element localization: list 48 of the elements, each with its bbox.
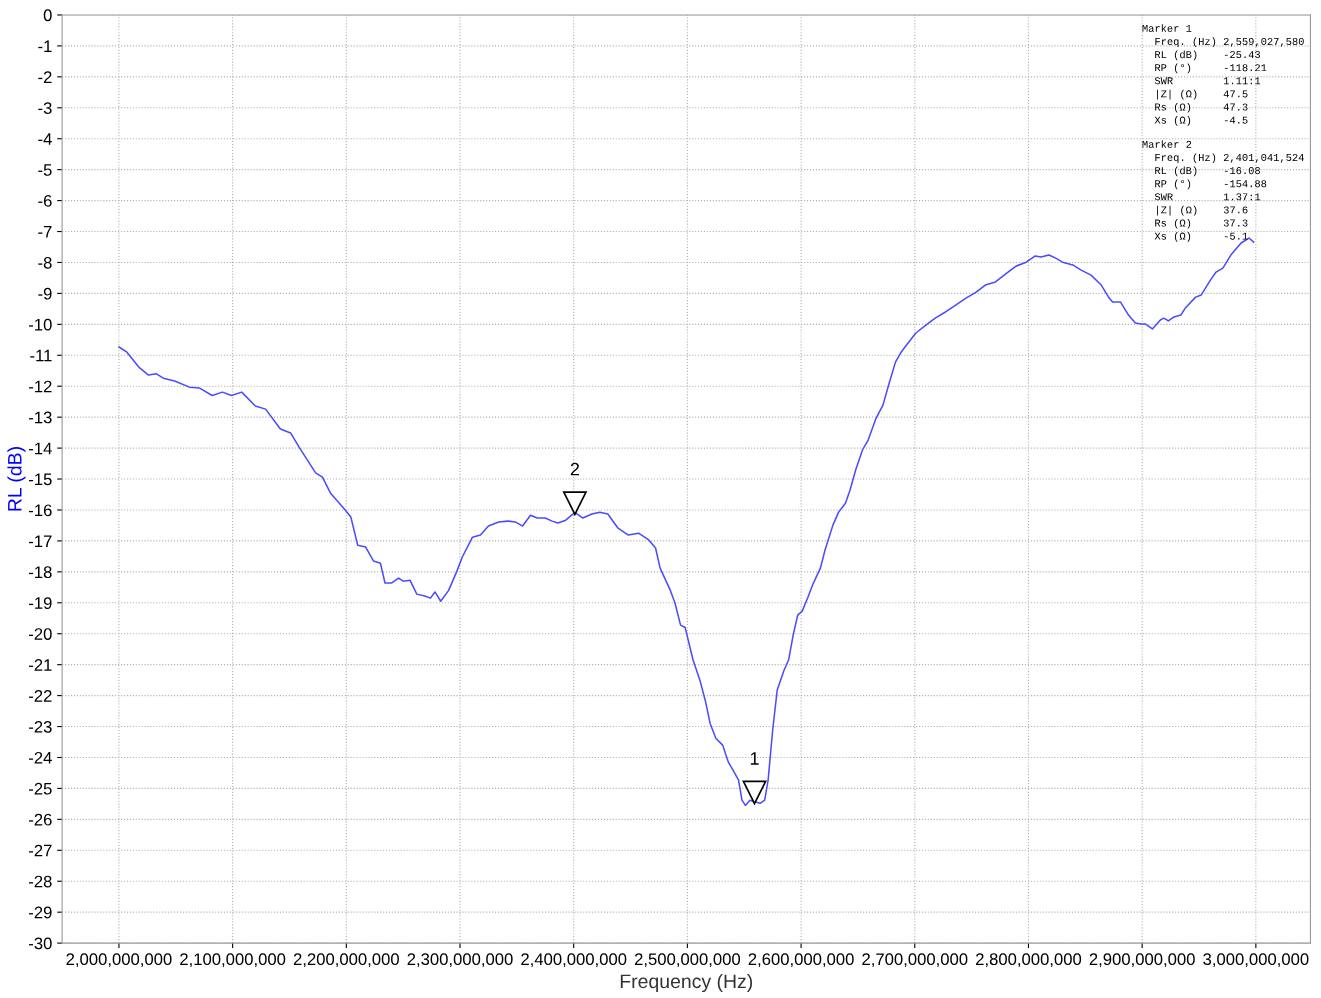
y-tick-label: -23 [29, 720, 52, 733]
y-tick-label: 0 [43, 9, 52, 22]
y-tick-label: -17 [29, 535, 52, 547]
y-tick-label: -11 [30, 349, 52, 362]
y-tick-label: -28 [29, 875, 52, 888]
y-tick-label: -8 [38, 256, 52, 269]
y-tick-label: -26 [29, 813, 52, 826]
y-tick-label: -13 [29, 411, 52, 424]
annotation: Marker 1 Freq. (Hz) 2,559,027,580 RL (dB) -25.43 RP (°) -118.21 SWR 1.11:1 |Z| (Ω) 47.5 Rs (Ω) 47.3 Xs (Ω) -4.5 [1142, 24, 1304, 126]
annotation: Marker 2 Freq. (Hz) 2,401,041,524 RL (dB) -16.08 RP (°) -154.88 SWR 1.37:1 |Z| (Ω) 37.6 Rs (Ω) 37.3 Xs (Ω) -5.1 [1142, 140, 1304, 242]
x-tick-label: 2,300,000,000 [407, 953, 513, 968]
x-tick-label: 2,900,000,000 [1089, 953, 1195, 968]
y-tick-label: -3 [38, 102, 52, 114]
annotation: 1 [750, 752, 759, 765]
y-tick-label: -4 [38, 133, 52, 145]
y-tick-label: -22 [29, 690, 52, 702]
y-tick-label: -16 [29, 504, 52, 517]
y-tick-label: -10 [29, 318, 52, 331]
x-tick-label: 2,500,000,000 [634, 953, 741, 968]
y-tick-label: -2 [38, 71, 52, 83]
y-tick-label: -12 [29, 380, 52, 393]
y-tick-label: -30 [29, 937, 52, 950]
y-axis-title: RL (dB) [7, 447, 26, 511]
y-tick-label: -14 [29, 442, 52, 455]
x-tick-label: 2,600,000,000 [748, 953, 854, 968]
y-tick-label: -19 [29, 597, 52, 609]
y-tick-label: -7 [38, 226, 52, 238]
y-tick-label: -1 [38, 40, 52, 52]
y-tick-label: -24 [29, 751, 52, 764]
annotation: 2 [570, 462, 579, 476]
x-tick-label: 2,700,000,000 [862, 953, 968, 968]
x-axis-title: Frequency (Hz) [620, 973, 753, 993]
y-tick-label: -27 [29, 844, 52, 857]
y-tick-label: -21 [29, 659, 52, 671]
y-tick-label: -29 [29, 906, 52, 919]
y-tick-label: -20 [29, 628, 52, 640]
y-tick-label: -9 [38, 287, 52, 300]
x-tick-label: 2,800,000,000 [976, 953, 1082, 968]
x-tick-label: 3,000,000,000 [1203, 953, 1309, 968]
y-tick-label: -5 [38, 164, 52, 176]
x-tick-label: 2,100,000,000 [180, 953, 286, 968]
y-tick-label: -18 [29, 566, 52, 579]
x-tick-label: 2,000,000,000 [66, 953, 172, 968]
x-tick-label: 2,200,000,000 [293, 953, 399, 968]
y-tick-label: -25 [29, 782, 52, 795]
x-tick-label: 2,400,000,000 [521, 953, 627, 968]
y-tick-label: -6 [38, 195, 52, 207]
y-tick-label: -15 [29, 473, 52, 486]
